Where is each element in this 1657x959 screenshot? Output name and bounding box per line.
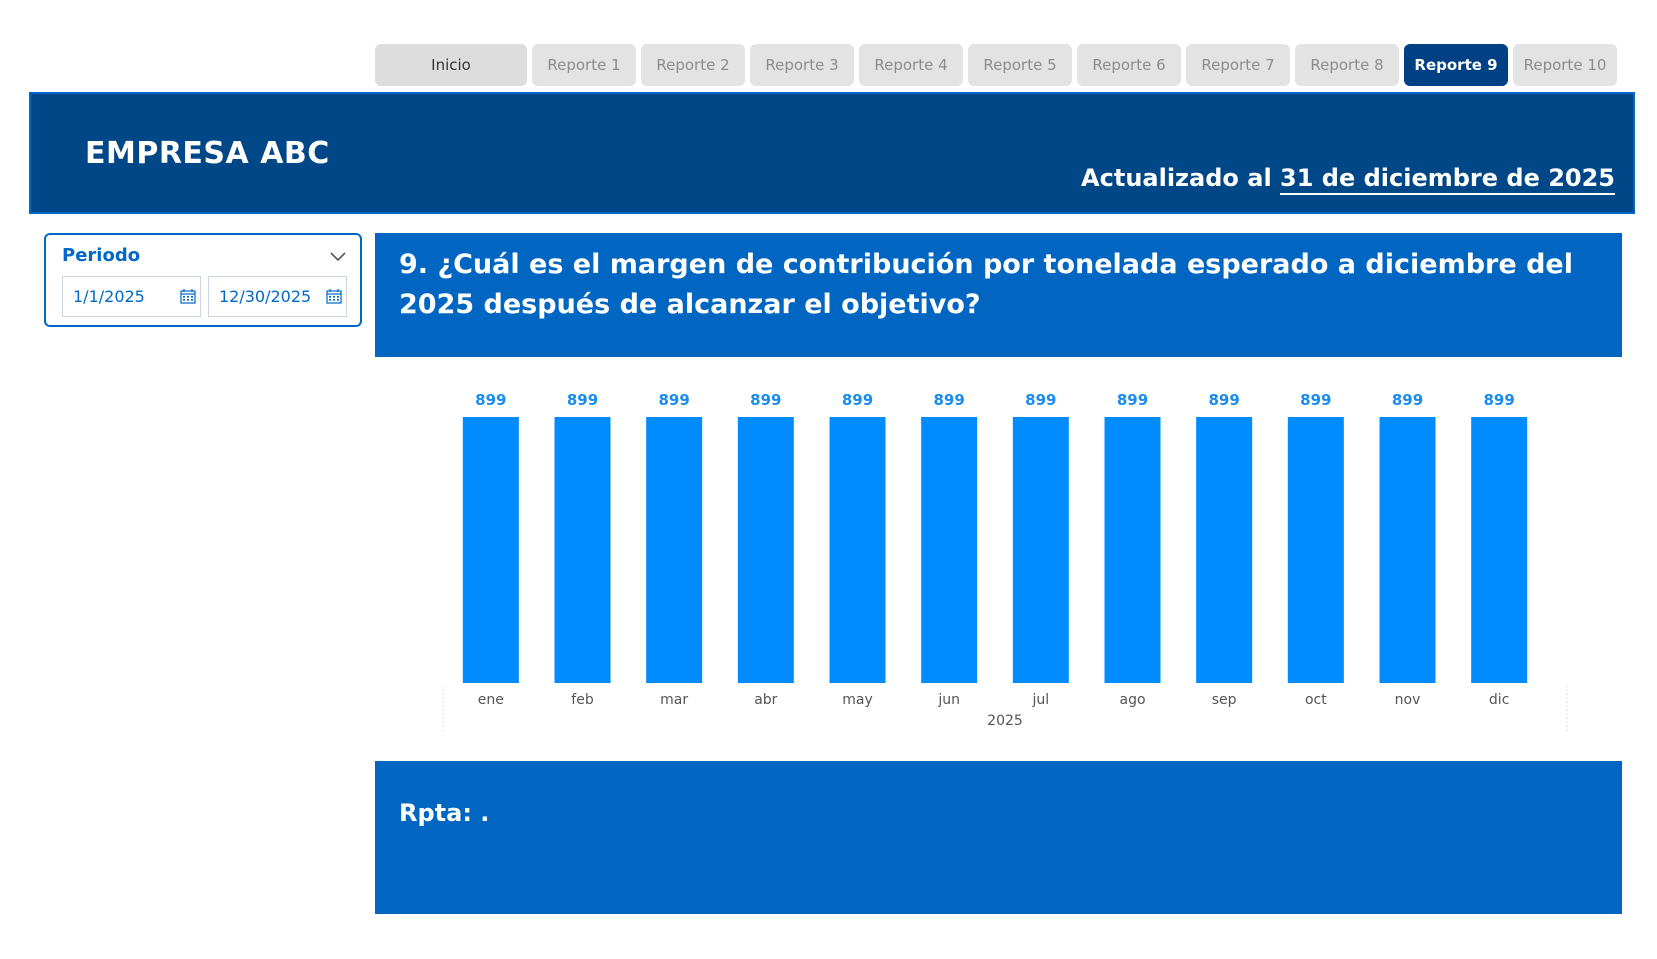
tab-reporte-1[interactable]: Reporte 1	[532, 44, 636, 86]
answer-panel: Rpta: .	[375, 761, 1622, 914]
tick-label-mar: mar	[660, 692, 688, 708]
tick-label-feb: feb	[571, 692, 594, 708]
tab-reporte-4[interactable]: Reporte 4	[859, 44, 963, 86]
start-date-input[interactable]: 1/1/2025	[62, 276, 201, 317]
tick-label-nov: nov	[1395, 692, 1421, 708]
company-name: EMPRESA ABC	[85, 136, 330, 171]
tab-reporte-6[interactable]: Reporte 6	[1077, 44, 1181, 86]
tick-label-dic: dic	[1489, 692, 1509, 708]
report-tabs: Inicio Reporte 1 Reporte 2 Reporte 3 Reporte…	[375, 44, 1617, 86]
data-label-ago: 899	[1117, 391, 1148, 409]
tick-label-jun: jun	[937, 692, 960, 708]
tab-inicio[interactable]: Inicio	[375, 44, 527, 86]
bar-jul[interactable]	[1012, 417, 1069, 683]
tick-label-ene: ene	[478, 692, 504, 708]
data-label-may: 899	[842, 391, 873, 409]
updated-text: Actualizado al 31 de diciembre de 2025	[1081, 164, 1615, 195]
bar-abr[interactable]	[737, 417, 794, 683]
bar-feb[interactable]	[554, 417, 611, 683]
tick-label-ago: ago	[1119, 692, 1145, 708]
slicer-title: Periodo	[62, 245, 141, 266]
data-label-dic: 899	[1484, 391, 1515, 409]
tab-reporte-7[interactable]: Reporte 7	[1186, 44, 1290, 86]
updated-prefix: Actualizado al	[1081, 164, 1272, 192]
bar-dic[interactable]	[1471, 417, 1528, 683]
tab-reporte-2[interactable]: Reporte 2	[641, 44, 745, 86]
chevron-down-icon[interactable]	[330, 247, 346, 266]
calendar-icon[interactable]	[326, 289, 342, 308]
data-label-mar: 899	[659, 391, 690, 409]
tab-reporte-9[interactable]: Reporte 9	[1404, 44, 1508, 86]
end-date-input[interactable]: 12/30/2025	[208, 276, 347, 317]
period-slicer: Periodo 1/1/2025 12/30/2025	[44, 233, 362, 327]
tab-reporte-8[interactable]: Reporte 8	[1295, 44, 1399, 86]
data-label-feb: 899	[567, 391, 598, 409]
tab-reporte-5[interactable]: Reporte 5	[968, 44, 1072, 86]
header-banner: EMPRESA ABC Actualizado al 31 de diciemb…	[29, 92, 1635, 214]
axis-group-label: 2025	[987, 713, 1023, 729]
bar-sep[interactable]	[1196, 417, 1253, 683]
tick-label-jul: jul	[1032, 692, 1050, 708]
bar-may[interactable]	[829, 417, 886, 683]
tab-reporte-10[interactable]: Reporte 10	[1513, 44, 1617, 86]
bar-ago[interactable]	[1104, 417, 1161, 683]
calendar-icon[interactable]	[180, 289, 196, 308]
data-label-ene: 899	[475, 391, 506, 409]
tick-label-abr: abr	[754, 692, 777, 708]
tick-label-oct: oct	[1305, 692, 1327, 708]
bar-jun[interactable]	[921, 417, 978, 683]
data-label-oct: 899	[1300, 391, 1331, 409]
data-label-nov: 899	[1392, 391, 1423, 409]
data-label-jul: 899	[1025, 391, 1056, 409]
updated-date: 31 de diciembre de 2025	[1280, 164, 1615, 195]
data-label-abr: 899	[750, 391, 781, 409]
question-panel: 9. ¿Cuál es el margen de contribución po…	[375, 233, 1622, 357]
bar-oct[interactable]	[1287, 417, 1344, 683]
bar-mar[interactable]	[646, 417, 703, 683]
start-date-value: 1/1/2025	[73, 287, 145, 306]
end-date-value: 12/30/2025	[219, 287, 312, 306]
data-label-jun: 899	[934, 391, 965, 409]
bar-nov[interactable]	[1379, 417, 1436, 683]
tick-label-may: may	[842, 692, 873, 708]
bar-ene[interactable]	[462, 417, 519, 683]
tab-reporte-3[interactable]: Reporte 3	[750, 44, 854, 86]
tick-label-sep: sep	[1212, 692, 1237, 708]
data-label-sep: 899	[1209, 391, 1240, 409]
